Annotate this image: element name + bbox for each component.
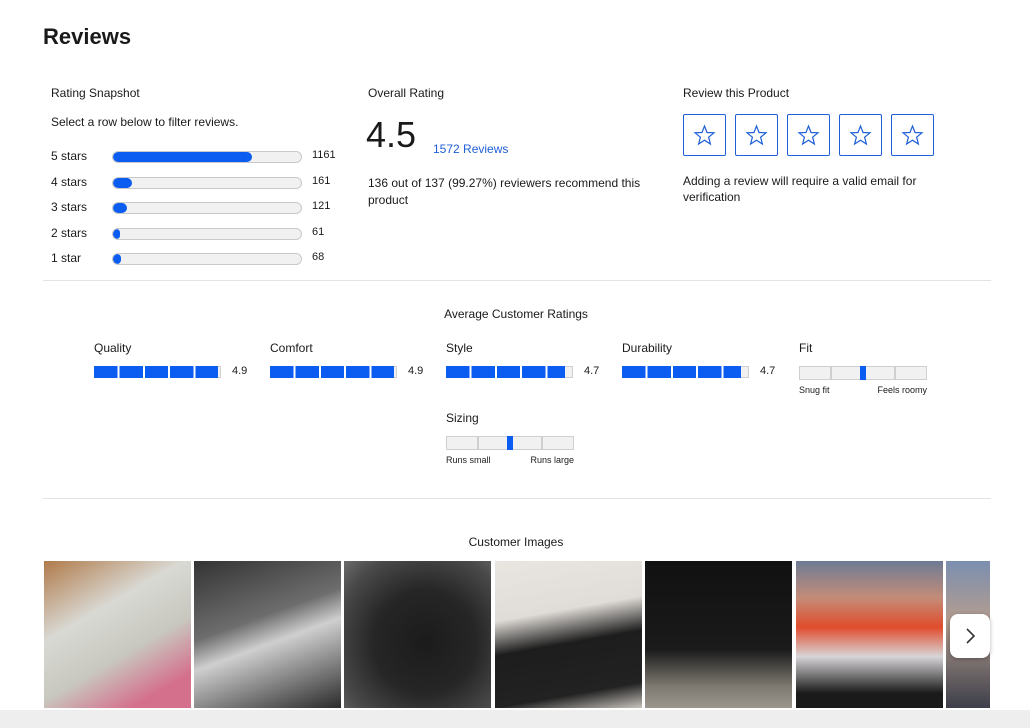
rating-bar <box>446 366 573 378</box>
rating-bar <box>622 366 749 378</box>
star-button[interactable] <box>891 114 934 156</box>
section-title: Review this Product <box>683 86 790 100</box>
page-title: Reviews <box>43 24 132 49</box>
star-icon <box>849 124 872 146</box>
divider <box>43 498 991 499</box>
row-bar <box>113 203 128 213</box>
slider-high: Runs large <box>530 455 574 465</box>
next-button[interactable] <box>950 614 990 658</box>
slider-bar <box>446 436 574 450</box>
row-track <box>112 253 302 265</box>
rating-value: 4.9 <box>232 365 248 377</box>
row-count: 121 <box>312 200 331 212</box>
hint: Select a row below to filter reviews. <box>51 115 239 129</box>
row-bar <box>113 177 133 188</box>
row-count: 161 <box>312 174 331 187</box>
section-title: Customer Images <box>468 535 564 549</box>
row-bar <box>113 228 121 239</box>
customer-image[interactable] <box>796 561 943 708</box>
section-title: Overall Rating <box>368 86 445 100</box>
row-bar <box>113 152 252 162</box>
slider-segment <box>542 436 574 450</box>
review-note: Adding a review will require a valid ema… <box>683 174 917 204</box>
slider-marker <box>507 436 513 450</box>
slider-high: Feels roomy <box>877 385 927 395</box>
recommend-text: 136 out of 137 (99.27%) reviewers recomm… <box>368 176 641 207</box>
slider-low: Runs small <box>446 455 491 465</box>
customer-image[interactable] <box>194 561 341 708</box>
rating-fill <box>446 366 566 378</box>
row-track <box>112 202 302 214</box>
row-count: 1161 <box>312 149 336 161</box>
row-track <box>112 176 302 189</box>
chevron-icon <box>966 628 976 644</box>
rating-label: Style <box>446 341 473 355</box>
star-button[interactable] <box>683 114 726 156</box>
row-label: 5 stars <box>51 149 88 163</box>
star-button[interactable] <box>839 114 882 156</box>
slider-low: Snug fit <box>799 385 830 395</box>
slider-segment <box>510 436 542 450</box>
star-icon <box>693 124 716 146</box>
rating-fill <box>94 366 219 378</box>
rating-label: Comfort <box>270 341 313 355</box>
slider-segment <box>799 366 831 380</box>
row-label: 2 stars <box>51 225 88 240</box>
slider-bar <box>799 366 927 380</box>
reviews-link[interactable]: 1572 Reviews <box>433 142 509 156</box>
rating-bar <box>270 366 397 378</box>
row-label: 4 stars <box>51 174 88 189</box>
overall-rating: 4.5 <box>366 114 417 155</box>
rating-label: Quality <box>94 341 132 355</box>
slider-segment <box>478 436 510 450</box>
row-label: 3 stars <box>51 200 88 214</box>
row-bar <box>113 254 122 264</box>
customer-image[interactable] <box>495 561 642 708</box>
divider <box>43 280 991 281</box>
slider-segment <box>446 436 478 450</box>
row-count: 61 <box>312 225 325 238</box>
rating-fill <box>622 366 742 378</box>
slider-segment <box>831 366 863 380</box>
star-icon <box>797 124 820 146</box>
bottom-bar <box>0 710 1030 728</box>
rating-value: 4.7 <box>760 365 776 377</box>
rating-label: Durability <box>622 341 673 355</box>
star-button[interactable] <box>735 114 778 156</box>
row-track <box>112 151 302 163</box>
customer-image[interactable] <box>645 561 792 708</box>
section-title: Rating Snapshot <box>51 86 140 100</box>
slider-marker <box>860 366 866 380</box>
star-icon <box>901 124 924 146</box>
rating-fill <box>270 366 395 378</box>
star-icon <box>745 124 768 146</box>
customer-image[interactable] <box>344 561 491 708</box>
rating-value: 4.7 <box>584 365 600 377</box>
slider-label: Fit <box>799 341 813 355</box>
row-count: 68 <box>312 251 325 263</box>
slider-label: Sizing <box>446 411 479 425</box>
rating-bar <box>94 366 221 378</box>
star-button[interactable] <box>787 114 830 156</box>
rating-value: 4.9 <box>408 365 424 377</box>
section-title: Average Customer Ratings <box>444 307 588 321</box>
row-label: 1 star <box>51 251 82 265</box>
customer-image[interactable] <box>44 561 191 708</box>
slider-segment <box>863 366 895 380</box>
row-track <box>112 227 302 240</box>
slider-segment <box>895 366 927 380</box>
